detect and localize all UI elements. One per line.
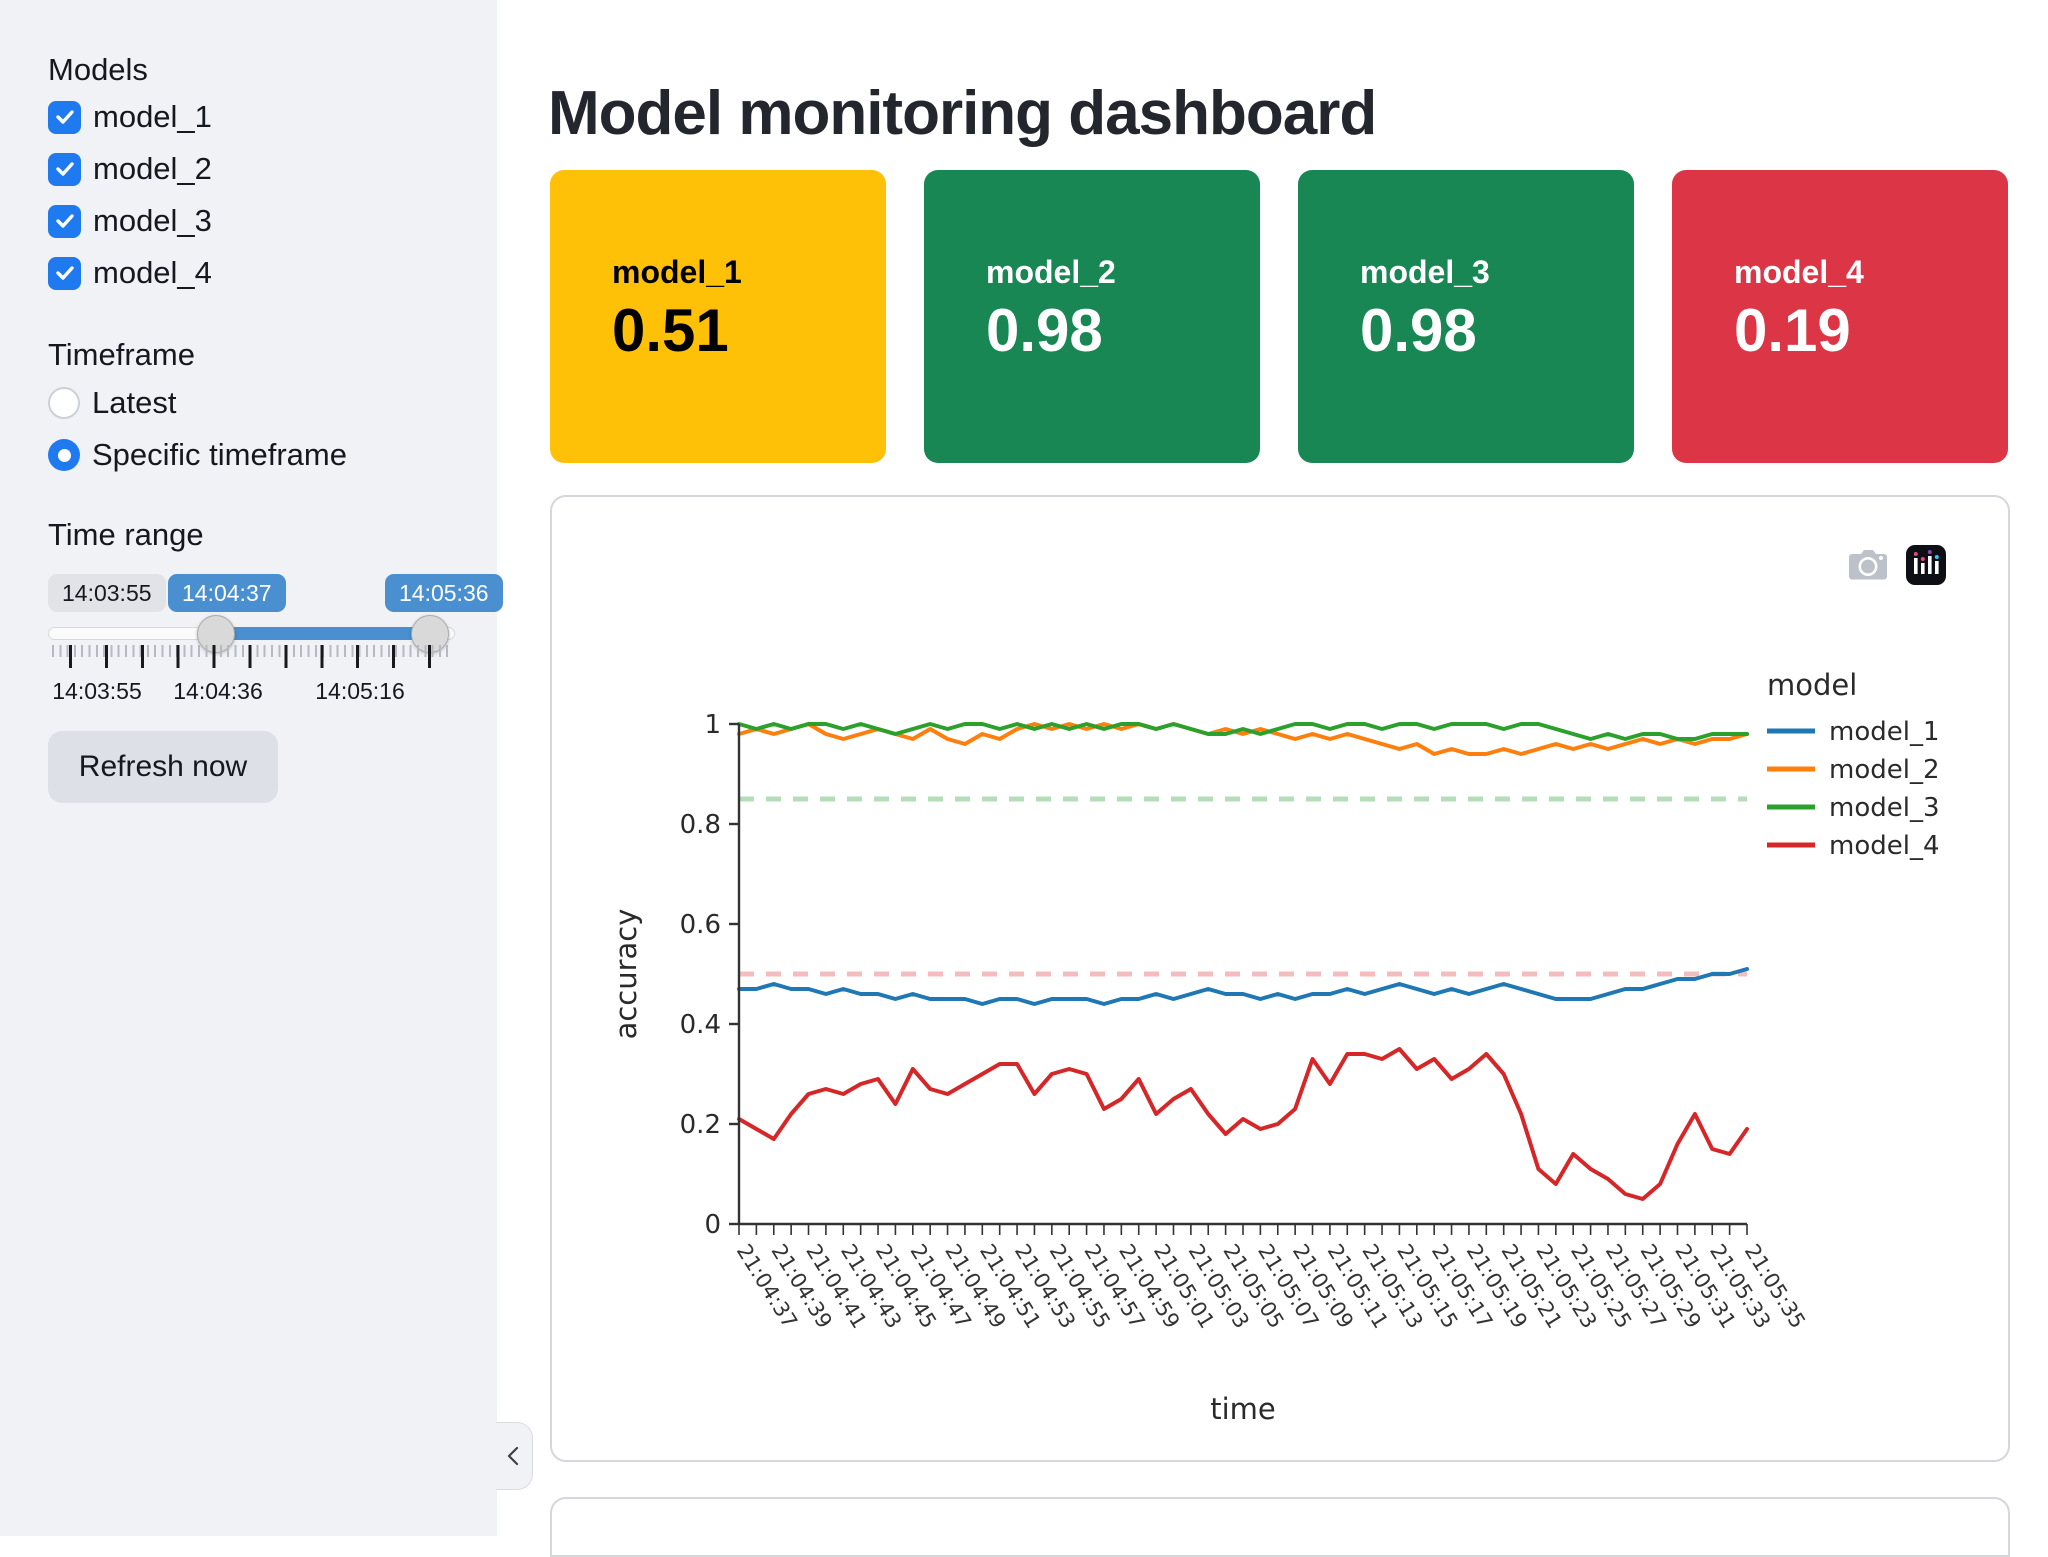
slider-axis-label: 14:04:36 bbox=[173, 678, 263, 704]
svg-text:0: 0 bbox=[704, 1210, 721, 1240]
accuracy-line-chart[interactable]: 00.20.40.60.8121:04:3721:04:3921:04:4121… bbox=[552, 497, 2008, 1460]
plotly-logo-icon[interactable] bbox=[1906, 545, 1946, 585]
svg-text:model_3: model_3 bbox=[1829, 793, 1940, 823]
checkbox-checked-icon bbox=[48, 204, 81, 238]
metric-card-model-4: model_4 0.19 bbox=[1672, 170, 2008, 463]
metric-card-model-2: model_2 0.98 bbox=[924, 170, 1260, 463]
svg-text:0.8: 0.8 bbox=[680, 810, 721, 840]
metric-label: model_4 bbox=[1734, 254, 1864, 290]
metric-value: 0.51 bbox=[612, 297, 729, 364]
chevron-left-icon bbox=[507, 1446, 519, 1466]
radio-latest[interactable]: Latest bbox=[48, 385, 176, 421]
sidebar-collapse-button[interactable] bbox=[496, 1422, 533, 1490]
metric-value: 0.98 bbox=[986, 297, 1103, 364]
models-heading: Models bbox=[48, 52, 148, 87]
slider-end-chip: 14:05:36 bbox=[385, 574, 503, 612]
checkbox-model-2[interactable]: model_2 bbox=[48, 151, 212, 187]
checkbox-checked-icon bbox=[48, 256, 81, 290]
svg-text:model: model bbox=[1767, 668, 1857, 702]
accuracy-chart-card: 0 0.2 0.4 0.6 0.8 1 21:04:37 21:04:39 21:04:41 21… bbox=[550, 495, 2010, 1462]
sidebar: Models model_1 model_2 model_3 model_4 T… bbox=[0, 0, 503, 1536]
checkbox-model-3[interactable]: model_3 bbox=[48, 203, 212, 239]
time-range-heading: Time range bbox=[48, 517, 204, 552]
radio-unselected-icon bbox=[48, 387, 80, 419]
slider-range-fill bbox=[216, 627, 430, 640]
checkbox-label: model_1 bbox=[93, 99, 212, 134]
refresh-now-button[interactable]: Refresh now bbox=[48, 731, 278, 803]
svg-text:model_2: model_2 bbox=[1829, 755, 1940, 785]
svg-text:0.4: 0.4 bbox=[680, 1010, 721, 1040]
page-title: Model monitoring dashboard bbox=[548, 78, 1377, 148]
radio-specific-timeframe[interactable]: Specific timeframe bbox=[48, 437, 347, 473]
metric-card-model-3: model_3 0.98 bbox=[1298, 170, 1634, 463]
svg-text:time: time bbox=[1210, 1392, 1276, 1426]
checkbox-model-1[interactable]: model_1 bbox=[48, 99, 212, 135]
checkbox-label: model_4 bbox=[93, 255, 212, 290]
slider-major-ticks bbox=[69, 645, 432, 668]
svg-text:accuracy: accuracy bbox=[609, 909, 643, 1040]
slider-min-chip: 14:03:55 bbox=[48, 574, 166, 612]
metric-value: 0.98 bbox=[1360, 297, 1477, 364]
metric-label: model_2 bbox=[986, 254, 1116, 290]
checkbox-checked-icon bbox=[48, 152, 81, 186]
radio-selected-icon bbox=[48, 439, 80, 471]
metric-card-model-1: model_1 0.51 bbox=[550, 170, 886, 463]
svg-text:0.2: 0.2 bbox=[680, 1110, 721, 1140]
checkbox-label: model_2 bbox=[93, 151, 212, 186]
checkbox-model-4[interactable]: model_4 bbox=[48, 255, 212, 291]
camera-download-plot-icon[interactable] bbox=[1848, 548, 1888, 582]
metric-label: model_1 bbox=[612, 254, 742, 290]
checkbox-checked-icon bbox=[48, 100, 81, 134]
next-chart-card-partial bbox=[550, 1497, 2010, 1557]
svg-text:0.6: 0.6 bbox=[680, 910, 721, 940]
metric-label: model_3 bbox=[1360, 254, 1490, 290]
timeframe-heading: Timeframe bbox=[48, 337, 195, 372]
slider-axis-label: 14:05:16 bbox=[315, 678, 405, 704]
plotly-modebar bbox=[1848, 545, 1946, 585]
radio-label: Latest bbox=[92, 385, 177, 420]
metric-value: 0.19 bbox=[1734, 297, 1851, 364]
svg-text:model_4: model_4 bbox=[1829, 831, 1940, 861]
svg-text:1: 1 bbox=[704, 710, 721, 740]
svg-text:model_1: model_1 bbox=[1829, 717, 1940, 747]
radio-label: Specific timeframe bbox=[92, 437, 347, 472]
slider-start-chip: 14:04:37 bbox=[168, 574, 286, 612]
checkbox-label: model_3 bbox=[93, 203, 212, 238]
slider-axis-label: 14:03:55 bbox=[52, 678, 142, 704]
